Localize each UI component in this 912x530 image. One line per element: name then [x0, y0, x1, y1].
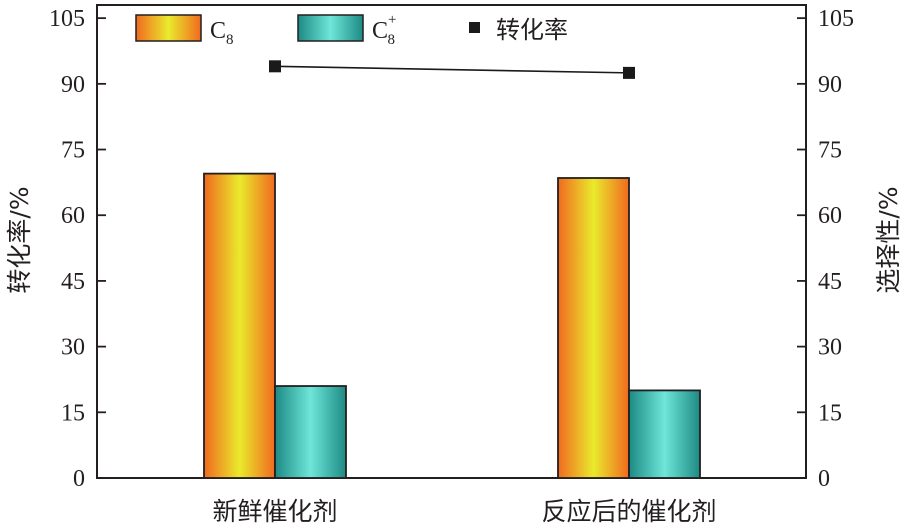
conversion-marker — [623, 66, 635, 79]
left-tick-label: 90 — [61, 72, 85, 98]
category-label: 反应后的催化剂 — [541, 497, 716, 526]
left-tick-label: 75 — [61, 138, 85, 164]
legend-swatch-c8plus — [297, 14, 364, 42]
conversion-marker — [269, 60, 281, 73]
right-tick-label: 60 — [818, 203, 842, 229]
left-tick-label: 60 — [61, 203, 85, 229]
left-axis-title: 转化率/% — [5, 186, 34, 293]
bar-c8plus — [274, 385, 347, 479]
right-tick-label: 75 — [818, 138, 842, 164]
legend-label-c8plus: C+ 8 — [372, 12, 396, 48]
category-label: 新鲜催化剂 — [212, 497, 337, 526]
bar-c8 — [203, 172, 276, 479]
plot-frame — [96, 4, 807, 479]
right-tick-label: 105 — [818, 6, 854, 32]
right-tick-label: 45 — [818, 269, 842, 295]
left-tick-label: 45 — [61, 269, 85, 295]
legend-marker-conversion — [469, 22, 480, 33]
right-tick-label: 15 — [818, 400, 842, 426]
left-tick-label: 105 — [49, 6, 85, 32]
bar-c8plus — [628, 389, 701, 479]
plot-area: 0 0 15 15 30 30 45 45 60 60 75 75 90 90 105 105 新鲜催化剂 反应后… — [49, 4, 854, 526]
right-tick-label: 90 — [818, 72, 842, 98]
legend-label-c8: C8 — [210, 18, 234, 48]
conversion-line — [274, 65, 630, 74]
right-axis-title: 选择性/% — [874, 186, 903, 293]
right-tick-label: 0 — [818, 466, 830, 492]
left-tick-label: 0 — [73, 466, 85, 492]
legend: C8 C+ 8 转化率 — [135, 12, 568, 48]
legend-label-conversion: 转化率 — [496, 16, 568, 44]
left-tick-label: 30 — [61, 335, 85, 361]
legend-swatch-c8 — [135, 14, 202, 42]
right-tick-label: 30 — [818, 335, 842, 361]
bar-c8 — [557, 177, 630, 479]
left-tick-label: 15 — [61, 400, 85, 426]
